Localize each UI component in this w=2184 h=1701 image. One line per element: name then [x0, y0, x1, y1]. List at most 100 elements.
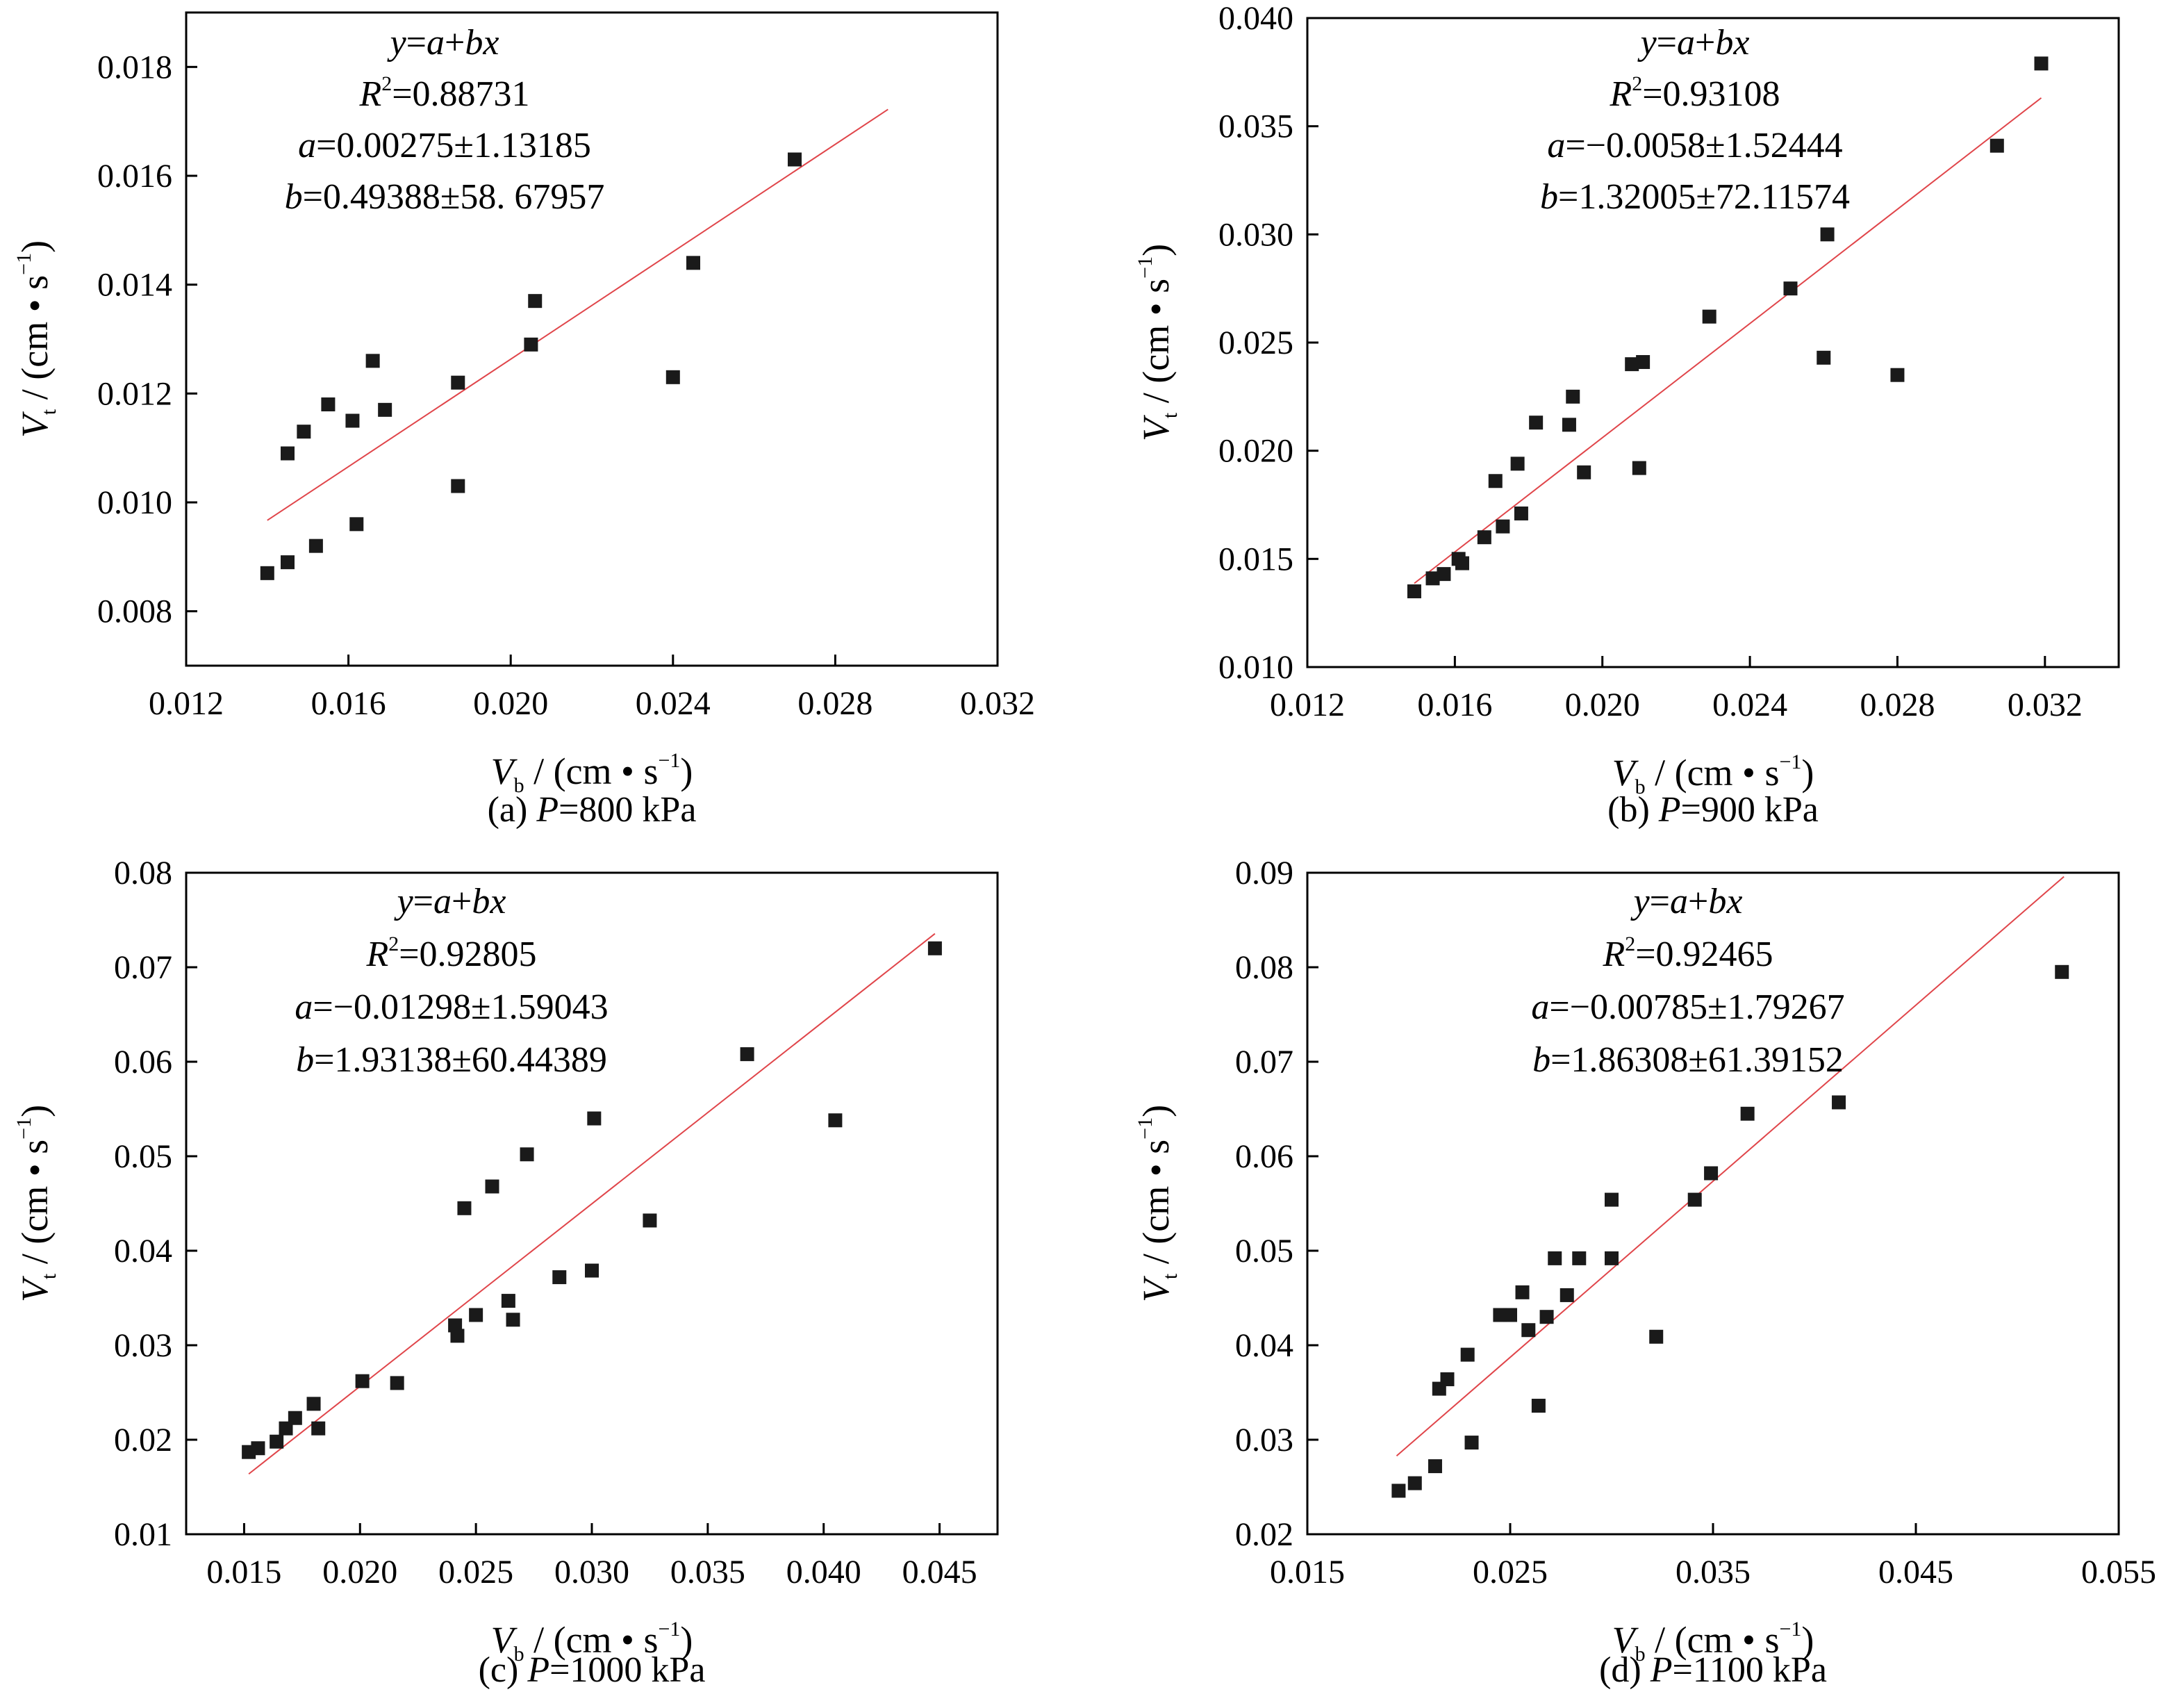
y-axis-label: Vt / (cm • s−1) [1134, 244, 1182, 441]
data-point [528, 294, 543, 309]
fit-equation-line: y=a+bx [1637, 23, 1750, 63]
plot-frame [1306, 17, 2120, 668]
y-tick-label: 0.01 [114, 1516, 172, 1553]
data-point [501, 1294, 515, 1308]
data-point [927, 941, 942, 955]
fit-equation-line: b=1.93138±60.44389 [296, 1040, 607, 1080]
data-point [251, 1441, 265, 1456]
y-tick-label: 0.010 [97, 484, 172, 521]
y-tick-label: 0.06 [114, 1044, 172, 1080]
data-point [1632, 461, 1646, 475]
plot-frame [185, 11, 999, 667]
chart-panel-b: 0.012 0.016 0.020 0.024 0.028 0.032 0.010 0.015… [1134, 0, 2120, 830]
data-point [788, 152, 802, 167]
y-tick-label: 0.018 [97, 49, 172, 85]
x-tick-label: 0.030 [554, 1554, 629, 1591]
data-point [450, 1329, 465, 1343]
x-tick-label: 0.012 [1270, 687, 1345, 723]
data-point [1783, 281, 1798, 296]
data-point [270, 1434, 284, 1449]
data-point [1437, 567, 1451, 582]
y-tick-label: 0.06 [1235, 1138, 1293, 1175]
y-tick-label: 0.016 [97, 158, 172, 195]
fit-equation-line: b=1.86308±61.39152 [1532, 1040, 1844, 1080]
data-point [1566, 389, 1580, 404]
fit-equation-line: a=−0.00785±1.79267 [1531, 987, 1844, 1027]
data-point [1529, 416, 1544, 430]
panel-caption: (b) P=900 kPa [1607, 790, 1819, 830]
chart-panel-d: 0.015 0.025 0.035 0.045 0.055 0.02 0.03 0.04 0.0… [1134, 855, 2156, 1690]
data-point [288, 1411, 302, 1425]
x-tick-label: 0.045 [902, 1554, 977, 1591]
y-tick-label: 0.05 [1235, 1233, 1293, 1269]
y-tick-label: 0.040 [1218, 0, 1293, 37]
y-tick-label: 0.020 [1218, 433, 1293, 470]
fit-line [1414, 97, 2042, 584]
data-point [306, 1397, 321, 1411]
data-point [1515, 1285, 1530, 1299]
y-tick-label: 0.008 [97, 593, 172, 630]
y-tick-label: 0.07 [1235, 1044, 1293, 1080]
x-tick-label: 0.032 [2008, 687, 2083, 723]
fit-equation-line: a=−0.01298±1.59043 [295, 987, 608, 1027]
y-tick-label: 0.07 [114, 949, 172, 986]
x-tick-label: 0.016 [1417, 687, 1492, 723]
x-tick-label: 0.015 [206, 1554, 281, 1591]
y-axis-label: Vt / (cm • s−1) [1134, 1105, 1182, 1302]
data-point [1989, 138, 2004, 153]
data-point [1820, 227, 1835, 242]
fit-equation-line: R2=0.92805 [365, 932, 536, 974]
x-tick-label: 0.020 [473, 685, 548, 722]
fit-equation-line: y=a+bx [394, 882, 506, 921]
panel-caption: (c) P=1000 kPa [479, 1650, 706, 1690]
data-point [587, 1111, 602, 1126]
data-point [1477, 530, 1491, 545]
y-tick-label: 0.025 [1218, 324, 1293, 361]
data-point [665, 370, 680, 384]
data-point [740, 1047, 754, 1062]
data-point [1704, 1166, 1719, 1181]
data-point [1521, 1323, 1536, 1338]
y-tick-label: 0.08 [114, 855, 172, 891]
data-point [1407, 584, 1421, 599]
y-tick-label: 0.010 [1218, 649, 1293, 686]
data-point [1391, 1484, 1406, 1498]
data-point [1687, 1192, 1702, 1207]
data-point [1702, 309, 1716, 324]
data-point [1464, 1436, 1479, 1450]
y-tick-label: 0.03 [114, 1327, 172, 1364]
data-point [1503, 1308, 1517, 1322]
data-point [643, 1213, 657, 1228]
chart-panel-a: 0.012 0.016 0.020 0.024 0.028 0.032 0.008 0.010… [13, 11, 1035, 830]
x-tick-label: 0.012 [149, 685, 224, 722]
data-point [2055, 964, 2069, 979]
x-tick-label: 0.024 [636, 685, 711, 722]
data-point [281, 555, 295, 570]
data-point [686, 256, 700, 270]
data-point [1455, 556, 1469, 570]
x-tick-label: 0.028 [797, 685, 872, 722]
y-tick-label: 0.04 [114, 1233, 172, 1269]
data-point [1496, 519, 1510, 534]
data-point [1649, 1329, 1664, 1344]
x-tick-label: 0.020 [322, 1554, 397, 1591]
fit-line [267, 108, 888, 521]
x-tick-label: 0.025 [1473, 1554, 1548, 1591]
panel-caption: (a) P=800 kPa [488, 790, 697, 830]
data-point [828, 1113, 843, 1128]
data-point [349, 517, 364, 532]
data-point [457, 1201, 472, 1215]
y-tick-label: 0.09 [1235, 855, 1293, 891]
data-point [1514, 506, 1528, 520]
data-point [1562, 418, 1576, 432]
y-tick-label: 0.03 [1235, 1422, 1293, 1458]
data-point [1832, 1095, 1846, 1110]
data-point [1605, 1192, 1619, 1207]
data-point [355, 1374, 370, 1388]
x-tick-label: 0.035 [1676, 1554, 1751, 1591]
y-tick-label: 0.02 [114, 1422, 172, 1458]
fit-equation-line: y=a+bx [1630, 882, 1743, 921]
x-tick-label: 0.025 [438, 1554, 513, 1591]
data-point [1572, 1251, 1587, 1265]
data-point [506, 1313, 520, 1327]
